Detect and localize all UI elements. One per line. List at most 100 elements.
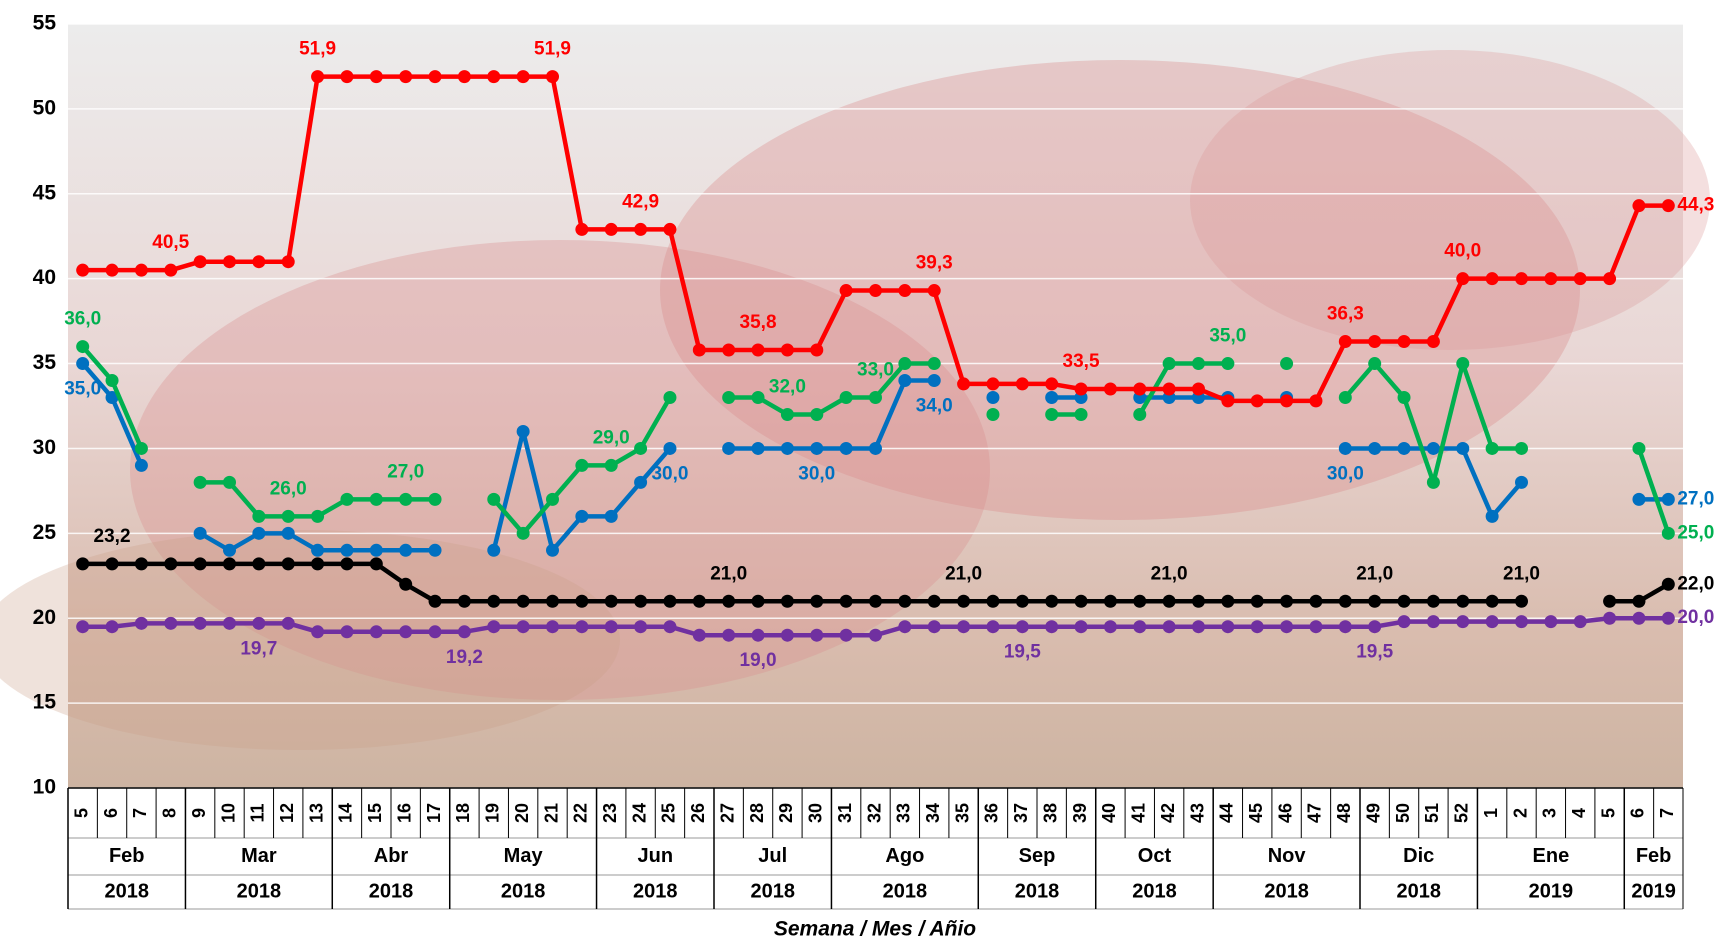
point	[810, 407, 824, 421]
data-label: 32,0	[769, 377, 806, 398]
point	[839, 628, 853, 642]
data-label: 36,0	[64, 309, 101, 330]
y-tick-label: 50	[33, 96, 56, 119]
x-tick-label: 35	[952, 803, 972, 823]
point	[1250, 594, 1264, 608]
data-label: 22,0	[1677, 573, 1714, 594]
point	[1661, 526, 1675, 540]
point	[663, 222, 677, 236]
data-label: 19,5	[1004, 642, 1041, 663]
point	[1426, 334, 1440, 348]
point	[516, 526, 530, 540]
y-tick-label: 35	[33, 351, 57, 374]
point	[927, 374, 941, 388]
x-tick-label: 26	[688, 803, 708, 823]
y-tick-label: 45	[33, 181, 57, 204]
x-tick-label: 34	[923, 803, 943, 823]
point	[1544, 615, 1558, 629]
point	[1133, 407, 1147, 421]
month-label: Jun	[637, 845, 673, 867]
point	[1221, 357, 1235, 371]
year-label: 2018	[1396, 880, 1441, 902]
x-tick-label: 16	[394, 803, 414, 823]
point	[869, 391, 882, 405]
point	[399, 70, 413, 84]
point	[76, 557, 90, 571]
x-tick-label: 45	[1246, 803, 1266, 823]
point	[1515, 272, 1528, 286]
point	[369, 625, 383, 639]
x-tick-label: 44	[1217, 803, 1237, 823]
point	[634, 441, 648, 455]
point	[1368, 620, 1382, 634]
point	[546, 594, 559, 608]
point	[780, 594, 794, 608]
point	[1133, 382, 1147, 396]
point	[428, 625, 442, 639]
point	[1632, 594, 1646, 608]
point	[193, 616, 207, 630]
x-axis-title: Semana / Mes / Añio	[774, 918, 976, 941]
point	[1280, 357, 1294, 371]
point	[546, 620, 559, 634]
point	[1603, 272, 1617, 286]
point	[1309, 620, 1323, 634]
x-tick-label: 21	[541, 803, 561, 823]
year-label: 2018	[1264, 880, 1309, 902]
series: 19,7 19,2 19,0 19,5 19,5 20,0	[76, 607, 1714, 671]
point	[927, 620, 941, 634]
year-label: 2018	[750, 880, 795, 902]
point	[105, 263, 119, 277]
point	[1485, 509, 1499, 523]
point	[1045, 594, 1059, 608]
point	[193, 526, 207, 540]
point	[1103, 594, 1117, 608]
point	[1397, 334, 1411, 348]
point	[1426, 475, 1440, 489]
point	[1221, 594, 1235, 608]
point	[1397, 391, 1411, 405]
month-label: Oct	[1138, 845, 1172, 867]
point	[1103, 620, 1117, 634]
point	[1456, 594, 1470, 608]
point	[1661, 611, 1675, 625]
point	[1603, 611, 1617, 625]
data-label: 51,9	[534, 39, 571, 60]
x-tick-label: 32	[864, 803, 884, 823]
point	[1015, 620, 1029, 634]
point	[1603, 594, 1617, 608]
point	[1250, 620, 1264, 634]
point	[281, 557, 295, 571]
point	[76, 340, 90, 354]
point	[1221, 620, 1235, 634]
point	[457, 594, 471, 608]
point	[105, 620, 119, 634]
x-tick-label: 4	[1569, 808, 1589, 818]
year-label: 2018	[369, 880, 414, 902]
data-label: 29,0	[593, 427, 630, 448]
point	[457, 70, 471, 84]
point	[692, 628, 706, 642]
point	[663, 441, 677, 455]
point	[898, 357, 912, 371]
point	[575, 594, 589, 608]
point	[1456, 441, 1470, 455]
data-label: 36,3	[1327, 304, 1364, 325]
point	[575, 458, 589, 472]
point	[487, 543, 501, 557]
x-tick-label: 37	[1011, 803, 1031, 823]
point	[869, 628, 882, 642]
year-label: 2018	[633, 880, 678, 902]
x-tick-label: 19	[483, 803, 503, 823]
year-label: 2018	[104, 880, 149, 902]
point	[722, 441, 736, 455]
data-label: 21,0	[945, 563, 982, 584]
data-label: 19,5	[1356, 642, 1393, 663]
point	[839, 594, 853, 608]
point	[634, 594, 648, 608]
data-label: 44,3	[1677, 195, 1714, 216]
series: 23,2 21,0 21,0 21,0 21,0 21,0 22,0	[76, 526, 1714, 608]
point	[1515, 615, 1528, 629]
point	[986, 391, 1000, 405]
